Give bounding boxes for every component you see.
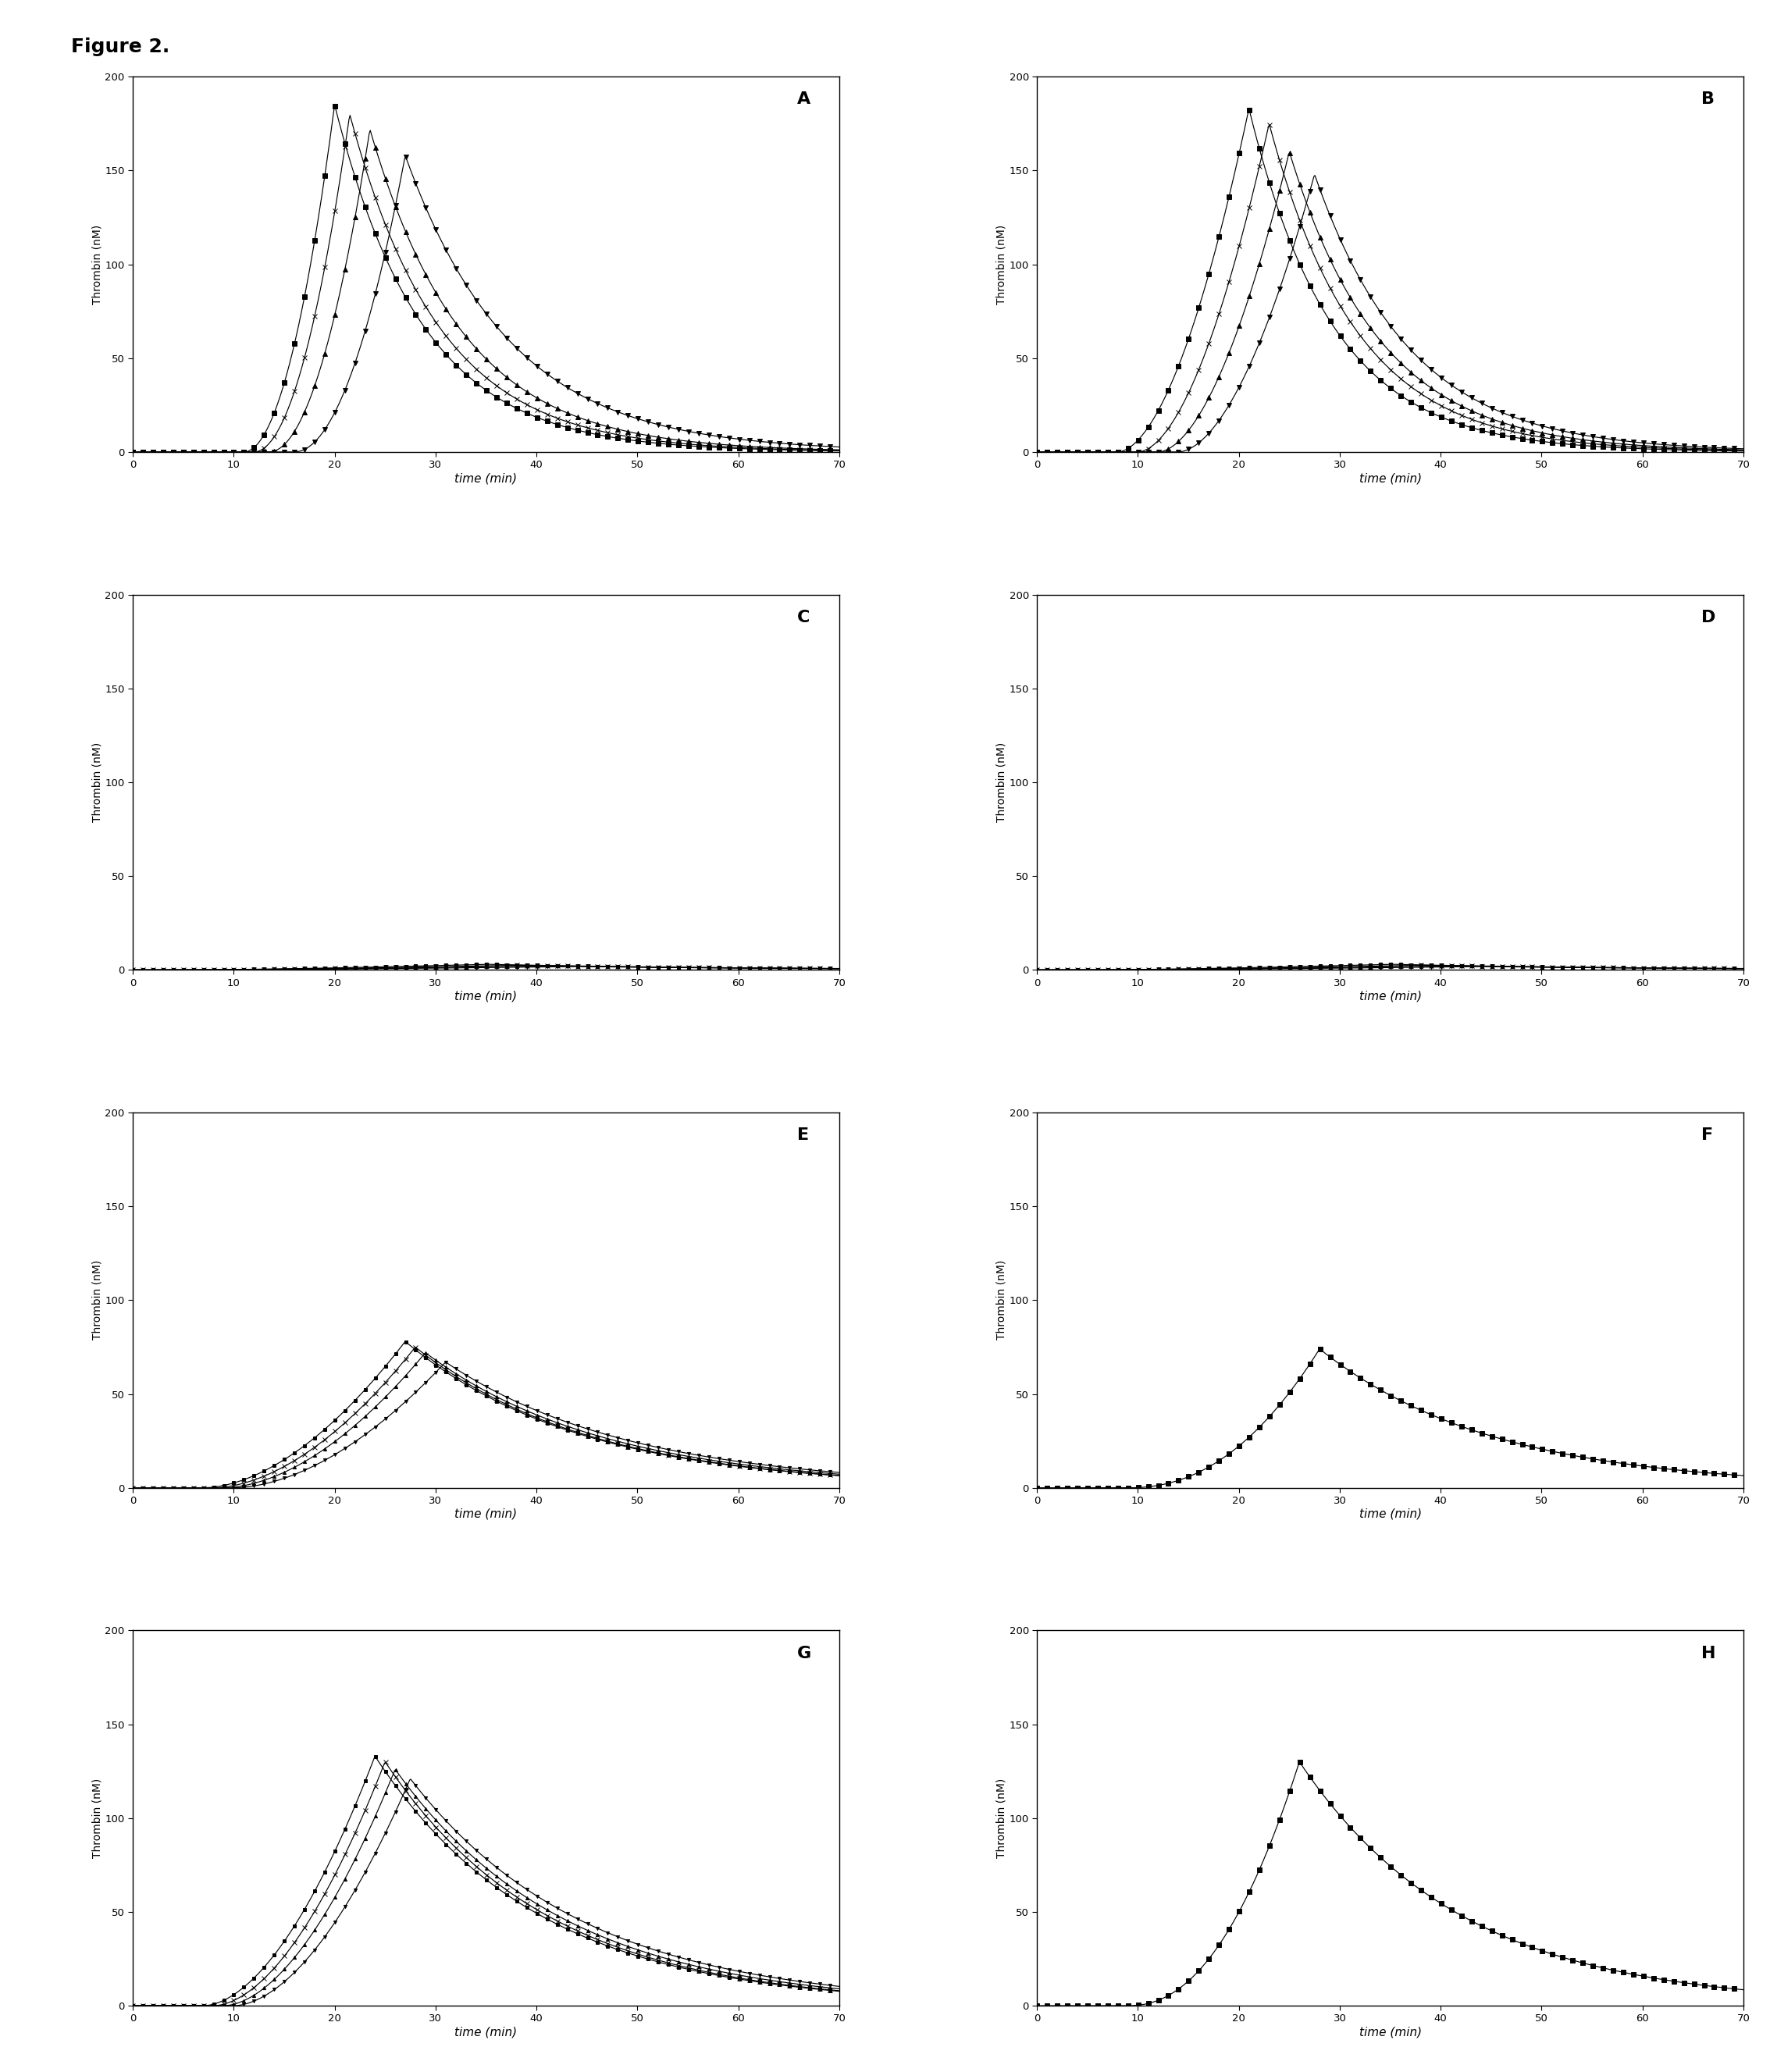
Y-axis label: Thrombin (nM): Thrombin (nM)	[92, 1778, 103, 1859]
Text: B: B	[1701, 91, 1715, 108]
X-axis label: time (min): time (min)	[455, 472, 517, 485]
Text: D: D	[1701, 609, 1715, 626]
X-axis label: time (min): time (min)	[455, 2026, 517, 2039]
Y-axis label: Thrombin (nM): Thrombin (nM)	[92, 742, 103, 823]
Y-axis label: Thrombin (nM): Thrombin (nM)	[997, 1778, 1007, 1859]
Text: F: F	[1701, 1127, 1713, 1144]
Y-axis label: Thrombin (nM): Thrombin (nM)	[92, 1260, 103, 1341]
Y-axis label: Thrombin (nM): Thrombin (nM)	[997, 742, 1007, 823]
Text: Figure 2.: Figure 2.	[71, 37, 170, 56]
Text: C: C	[796, 609, 809, 626]
Y-axis label: Thrombin (nM): Thrombin (nM)	[92, 224, 103, 305]
X-axis label: time (min): time (min)	[1359, 990, 1421, 1003]
Text: G: G	[796, 1645, 811, 1662]
Text: E: E	[796, 1127, 809, 1144]
X-axis label: time (min): time (min)	[1359, 1508, 1421, 1521]
Text: H: H	[1701, 1645, 1715, 1662]
Y-axis label: Thrombin (nM): Thrombin (nM)	[997, 224, 1007, 305]
Text: A: A	[796, 91, 811, 108]
X-axis label: time (min): time (min)	[1359, 2026, 1421, 2039]
Y-axis label: Thrombin (nM): Thrombin (nM)	[997, 1260, 1007, 1341]
X-axis label: time (min): time (min)	[455, 990, 517, 1003]
X-axis label: time (min): time (min)	[455, 1508, 517, 1521]
X-axis label: time (min): time (min)	[1359, 472, 1421, 485]
